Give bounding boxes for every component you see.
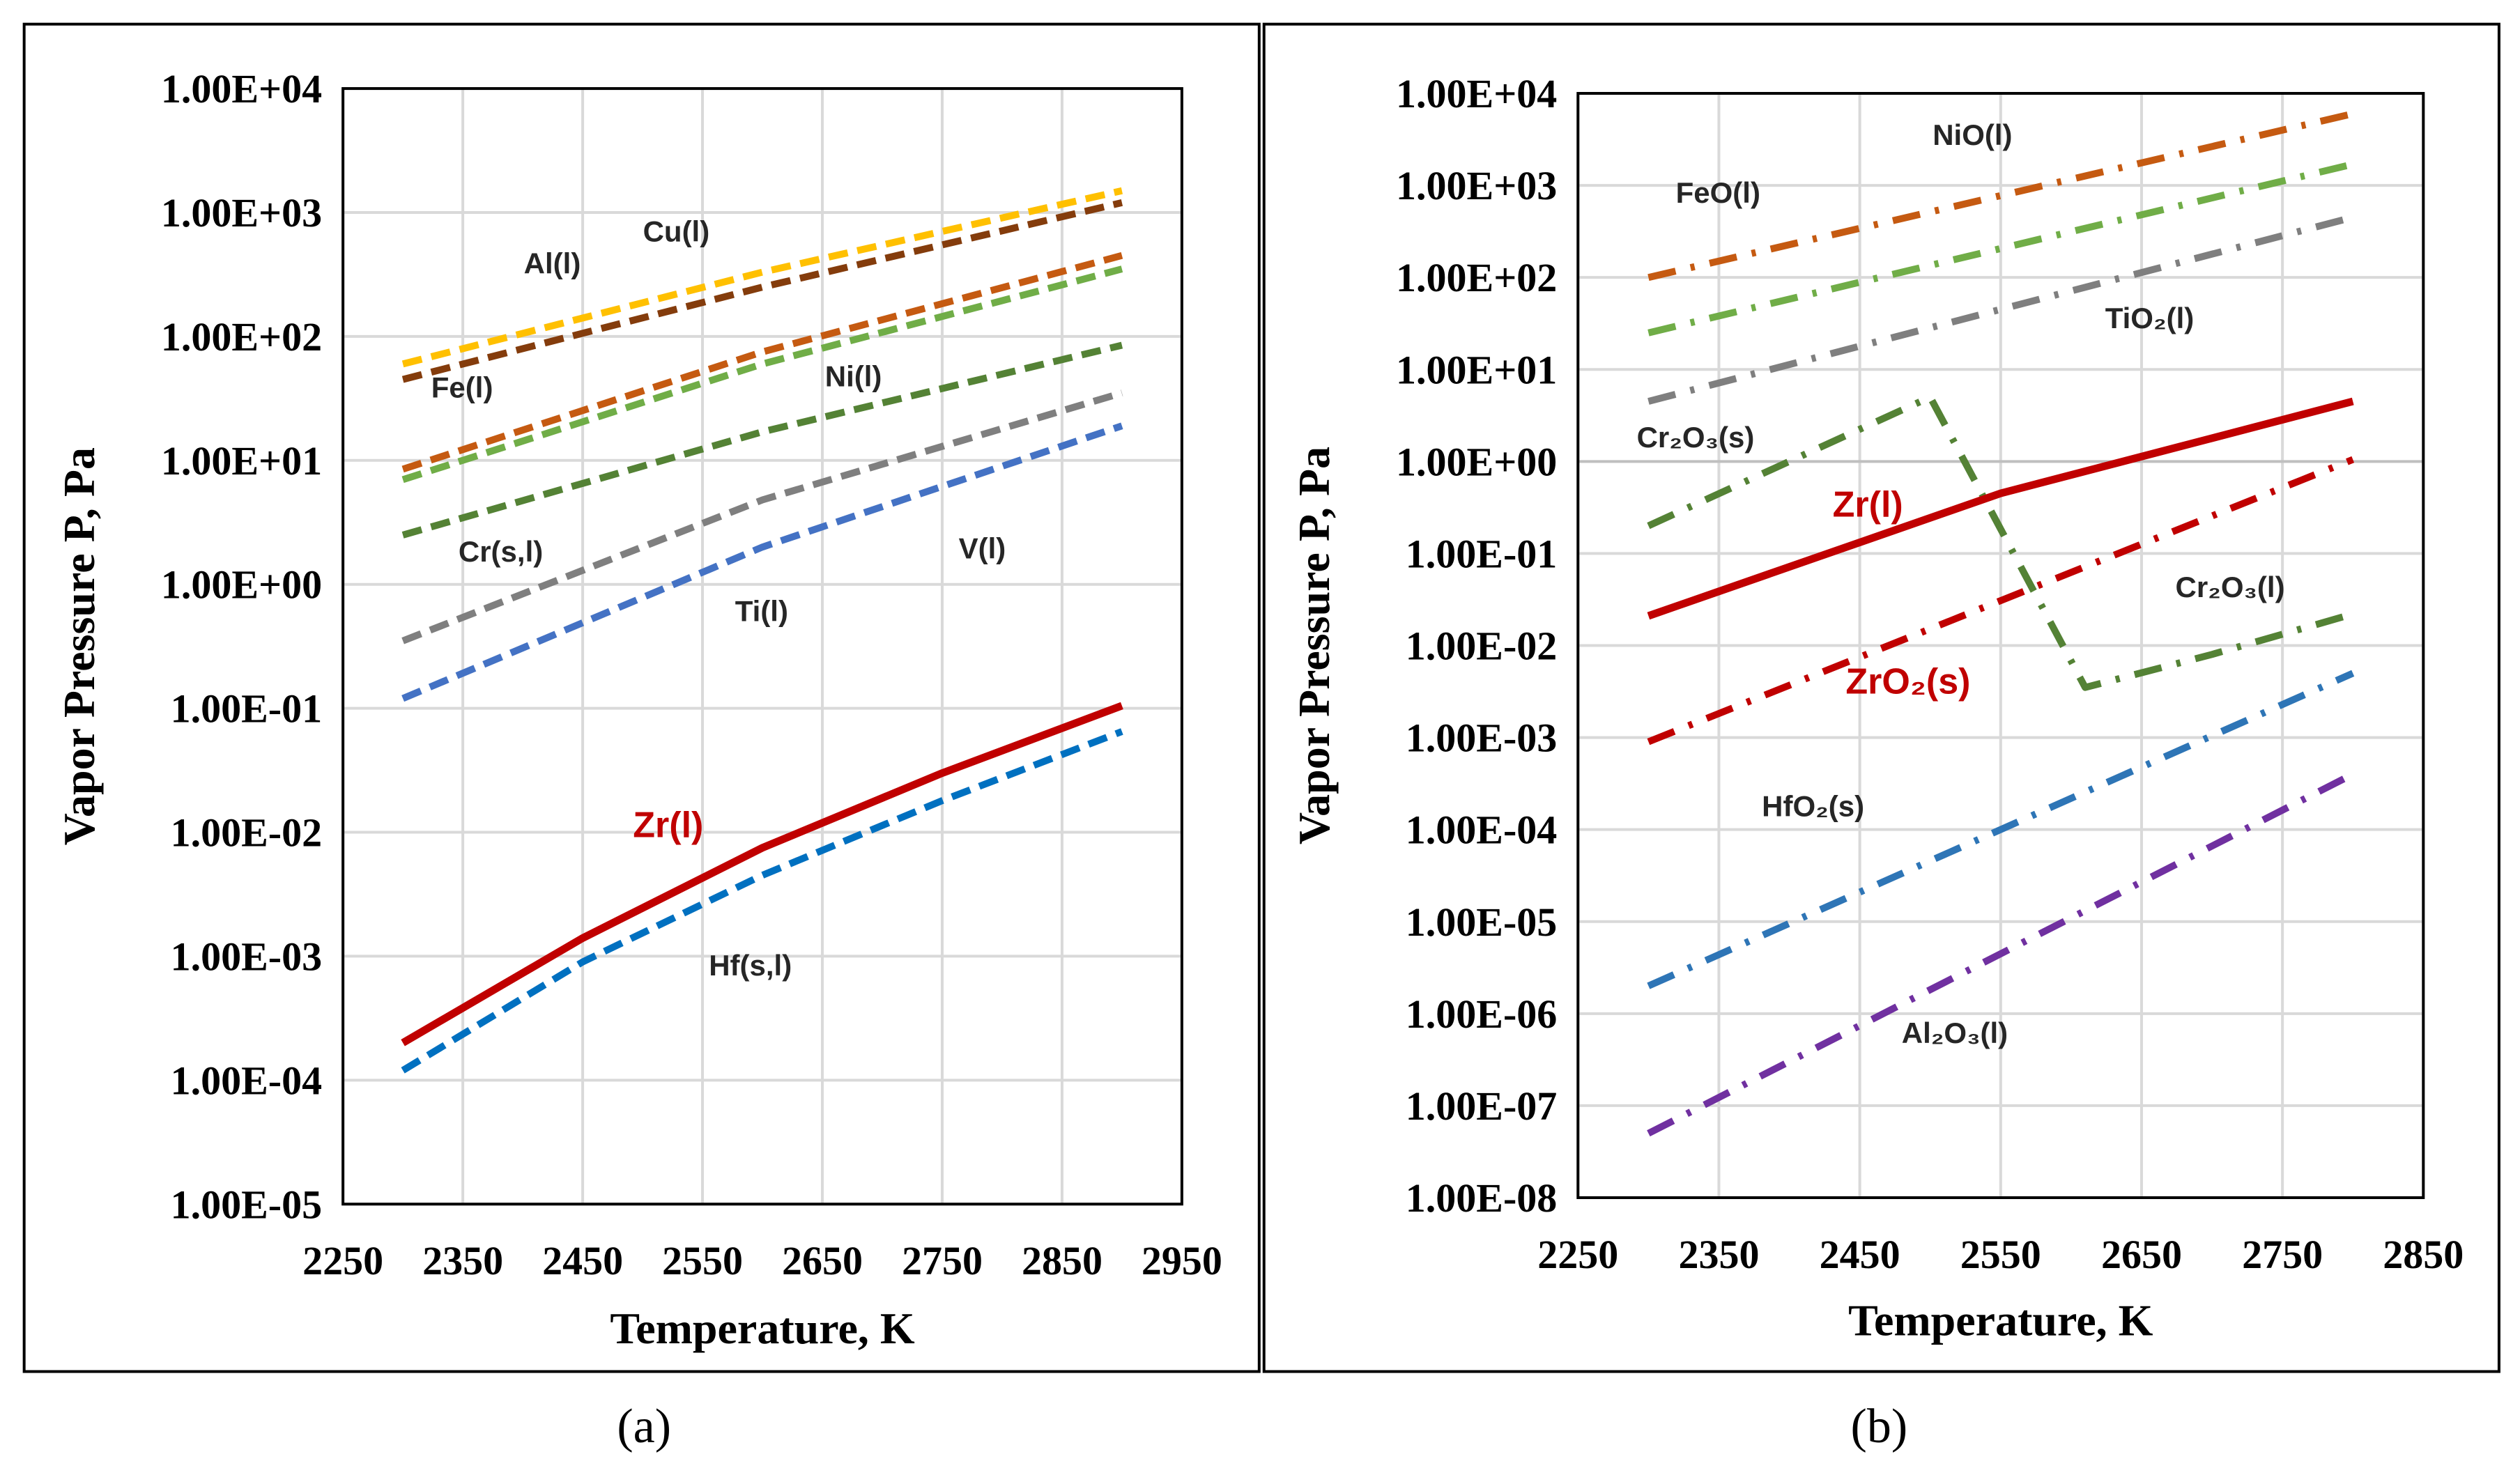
series-label: Ni(l) xyxy=(825,360,882,392)
y-tick-label: 1.00E+02 xyxy=(161,314,322,360)
series-label: NiO(l) xyxy=(1933,118,2012,151)
y-tick-label: 1.00E-02 xyxy=(1406,624,1558,669)
panel-frame xyxy=(1262,22,2500,1373)
x-tick-label: 2850 xyxy=(2383,1232,2464,1277)
x-tick-label: 2550 xyxy=(1960,1232,2041,1277)
x-tick-label: 2250 xyxy=(302,1238,383,1283)
series-line-zros xyxy=(1647,456,2355,745)
series-line-vl xyxy=(401,422,1123,702)
y-tick-label: 1.00E-01 xyxy=(171,686,323,732)
x-tick-label: 2250 xyxy=(1537,1232,1618,1277)
y-tick-label: 1.00E-03 xyxy=(1406,716,1558,761)
series-label: FeO(l) xyxy=(1676,176,1760,209)
y-tick-label: 1.00E+04 xyxy=(1396,71,1557,116)
series-line-zrl xyxy=(401,702,1123,1046)
series-line-cros xyxy=(1647,394,2354,691)
x-tick-label: 2550 xyxy=(662,1238,743,1283)
x-tick-label: 2850 xyxy=(1022,1238,1102,1283)
series-label: V(l) xyxy=(959,532,1006,565)
plot-area-border xyxy=(1576,92,2425,1200)
x-tick-label: 2750 xyxy=(902,1238,983,1283)
series-label: Hf(s,l) xyxy=(709,949,792,982)
chart-a: 2250 2350 2450 2550 2650 2750 2850 2950 1.00E-05… xyxy=(22,22,1261,1373)
y-axis-title: Vapor Pressure P, Pa xyxy=(54,447,104,845)
x-axis-title: Temperature, K xyxy=(610,1304,915,1353)
x-tick-label: 2450 xyxy=(1820,1232,1900,1277)
series-line-all xyxy=(401,199,1123,383)
panel-label: (b) xyxy=(1851,1400,1908,1453)
y-tick-label: 1.00E-02 xyxy=(171,810,323,856)
series-label: Cr₂O₃(l) xyxy=(2176,571,2285,603)
series-label: Al₂O₃(l) xyxy=(1902,1017,2008,1049)
x-tick-label: 2350 xyxy=(422,1238,503,1283)
y-tick-label: 1.00E+03 xyxy=(161,190,322,235)
y-tick-label: 1.00E-05 xyxy=(1406,899,1558,945)
series-label: Cr₂O₃(s) xyxy=(1637,421,1755,454)
series-line-alol xyxy=(1647,771,2355,1137)
y-tick-label: 1.00E-05 xyxy=(171,1182,323,1227)
series-line-hfos xyxy=(1647,670,2355,989)
series-label: HfO₂(s) xyxy=(1762,789,1864,822)
series-label: TiO₂(l) xyxy=(2105,302,2195,334)
y-tick-label: 1.00E-08 xyxy=(1406,1175,1558,1221)
plot-area-border xyxy=(341,87,1183,1206)
y-tick-label: 1.00E+01 xyxy=(161,438,322,484)
series-label: Ti(l) xyxy=(735,595,788,628)
y-tick-label: 1.00E-01 xyxy=(1406,531,1558,576)
chart-b: 2250 2350 2450 2550 2650 2750 2850 1.00E-08 1.00… xyxy=(1262,22,2500,1373)
series-line-nil xyxy=(401,265,1123,484)
series-label: Fe(l) xyxy=(431,371,493,404)
y-tick-label: 1.00E-03 xyxy=(171,934,323,979)
x-axis-title: Temperature, K xyxy=(1848,1296,2153,1345)
series-label: ZrO₂(s) xyxy=(1845,662,1970,702)
x-tick-label: 2950 xyxy=(1142,1238,1222,1283)
y-axis-title: Vapor Pressure P, Pa xyxy=(1289,447,1339,844)
x-tick-label: 2650 xyxy=(2101,1232,2182,1277)
series-label: Zr(l) xyxy=(1833,484,1903,525)
series-line-crsl xyxy=(401,341,1123,539)
x-tick-label: 2350 xyxy=(1678,1232,1759,1277)
x-tick-label: 2650 xyxy=(782,1238,863,1283)
y-tick-label: 1.00E+00 xyxy=(1396,439,1557,484)
series-label: Cr(s,l) xyxy=(459,535,543,568)
y-tick-label: 1.00E+04 xyxy=(161,66,322,111)
x-tick-label: 2450 xyxy=(542,1238,623,1283)
series-label: Zr(l) xyxy=(633,805,703,845)
series-line-cul xyxy=(401,187,1123,368)
panel-label: (a) xyxy=(617,1400,671,1453)
y-tick-label: 1.00E-04 xyxy=(171,1058,323,1103)
y-tick-label: 1.00E+00 xyxy=(161,562,322,608)
series-label: Al(l) xyxy=(524,247,581,280)
series-label: Cu(l) xyxy=(643,215,710,247)
panel-frame xyxy=(22,22,1261,1373)
y-tick-label: 1.00E-07 xyxy=(1406,1083,1558,1129)
y-tick-label: 1.00E-04 xyxy=(1406,808,1558,853)
series-line-hfsl xyxy=(401,728,1123,1074)
y-tick-label: 1.00E-06 xyxy=(1406,991,1558,1037)
x-tick-label: 2750 xyxy=(2242,1232,2323,1277)
y-tick-label: 1.00E+02 xyxy=(1396,255,1557,300)
series-line-zrl xyxy=(1647,397,2354,620)
y-tick-label: 1.00E+01 xyxy=(1396,347,1557,392)
y-tick-label: 1.00E+03 xyxy=(1396,163,1557,208)
series-line-til xyxy=(401,389,1123,644)
series-line-fel xyxy=(401,252,1123,473)
